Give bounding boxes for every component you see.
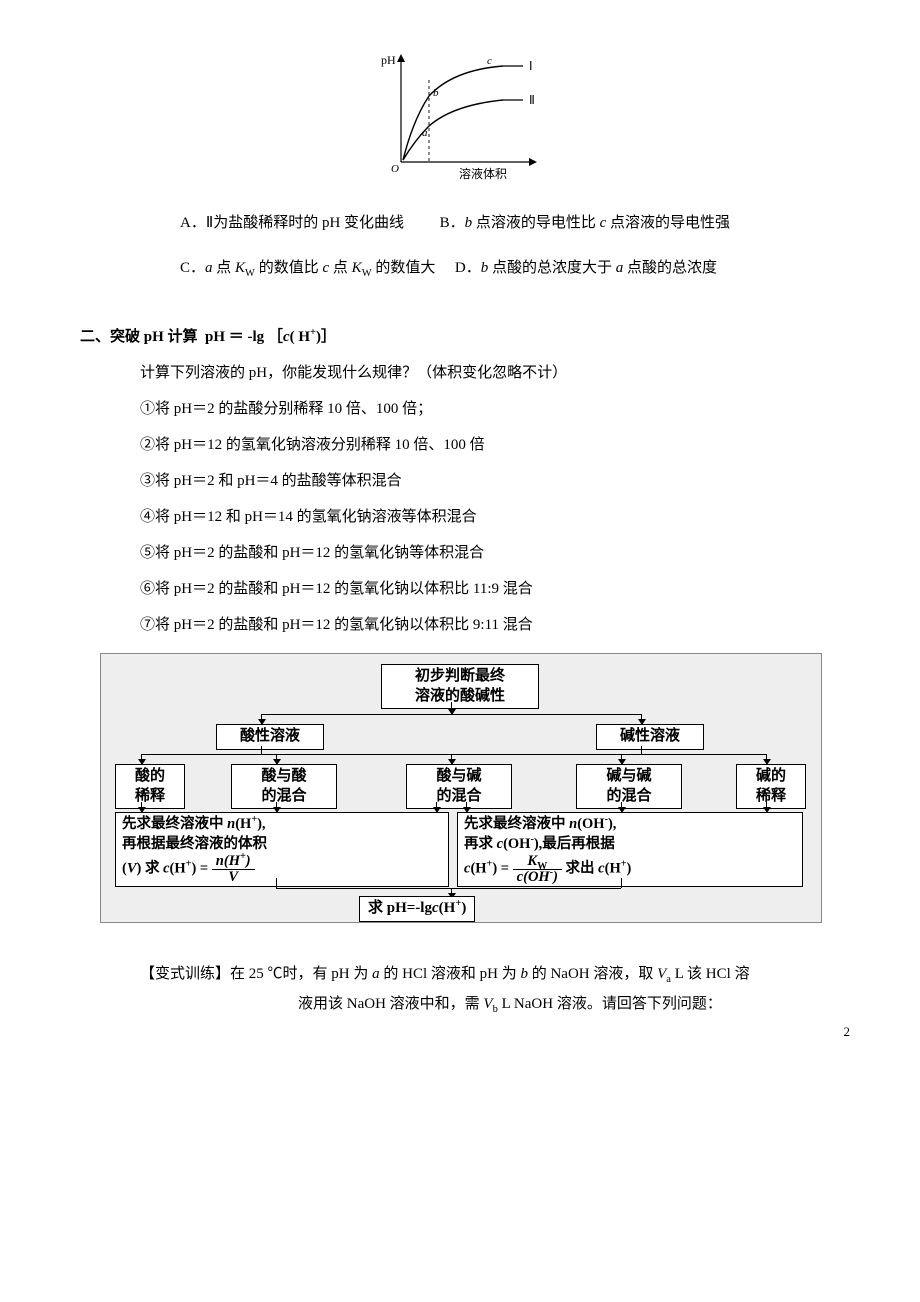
q6: ⑥将 pH＝2 的盐酸和 pH＝12 的氢氧化钠以体积比 11:9 混合 — [140, 571, 840, 607]
q1: ①将 pH＝2 的盐酸分别稀释 10 倍、100 倍； — [140, 391, 840, 427]
svg-text:Ⅱ: Ⅱ — [529, 93, 535, 107]
lead-text: 计算下列溶液的 pH，你能发现什么规律？（体积变化忽略不计） — [140, 355, 840, 391]
svg-text:O: O — [391, 163, 399, 175]
box-base: 碱性溶液 — [596, 724, 704, 750]
options-block: A．Ⅱ为盐酸稀释时的 pH 变化曲线 B．b 点溶液的导电性比 c 点溶液的导电… — [180, 201, 840, 291]
box-acid: 酸性溶液 — [216, 724, 324, 750]
page-number: 2 — [844, 1016, 851, 1047]
section-title: 二、突破 pH 计算 pH ＝ -lg ［c( H+)］ — [80, 319, 840, 355]
option-c: C．a 点 KW 的数值比 c 点 KW 的数值大 — [180, 260, 435, 276]
svg-text:pH: pH — [381, 53, 396, 67]
ph-dilution-graph: pH b a c Ⅰ Ⅱ 溶液体积 O — [373, 50, 548, 185]
q2: ②将 pH＝12 的氢氧化钠溶液分别稀释 10 倍、100 倍 — [140, 427, 840, 463]
option-b: B．b 点溶液的导电性比 c 点溶液的导电性强 — [440, 215, 730, 231]
svg-text:a: a — [422, 127, 428, 139]
q4: ④将 pH＝12 和 pH＝14 的氢氧化钠溶液等体积混合 — [140, 499, 840, 535]
svg-text:c: c — [487, 55, 492, 67]
option-d: D．b 点酸的总浓度大于 a 点酸的总浓度 — [455, 260, 717, 276]
option-a: A．Ⅱ为盐酸稀释时的 pH 变化曲线 — [180, 215, 404, 231]
svg-text:Ⅰ: Ⅰ — [529, 59, 533, 73]
q7: ⑦将 pH＝2 的盐酸和 pH＝12 的氢氧化钠以体积比 9:11 混合 — [140, 607, 840, 643]
svg-text:溶液体积: 溶液体积 — [459, 166, 507, 181]
ph-calc-flowchart: 初步判断最终溶液的酸碱性 酸性溶液 碱性溶液 酸的稀释 酸与酸的混合 酸与碱的混… — [100, 653, 822, 923]
q5: ⑤将 pH＝2 的盐酸和 pH＝12 的氢氧化钠等体积混合 — [140, 535, 840, 571]
q3: ③将 pH＝2 和 pH＝4 的盐酸等体积混合 — [140, 463, 840, 499]
svg-text:b: b — [433, 87, 439, 99]
variant-exercise: 【变式训练】在 25 ℃时，有 pH 为 a 的 HCl 溶液和 pH 为 b … — [140, 959, 840, 1019]
